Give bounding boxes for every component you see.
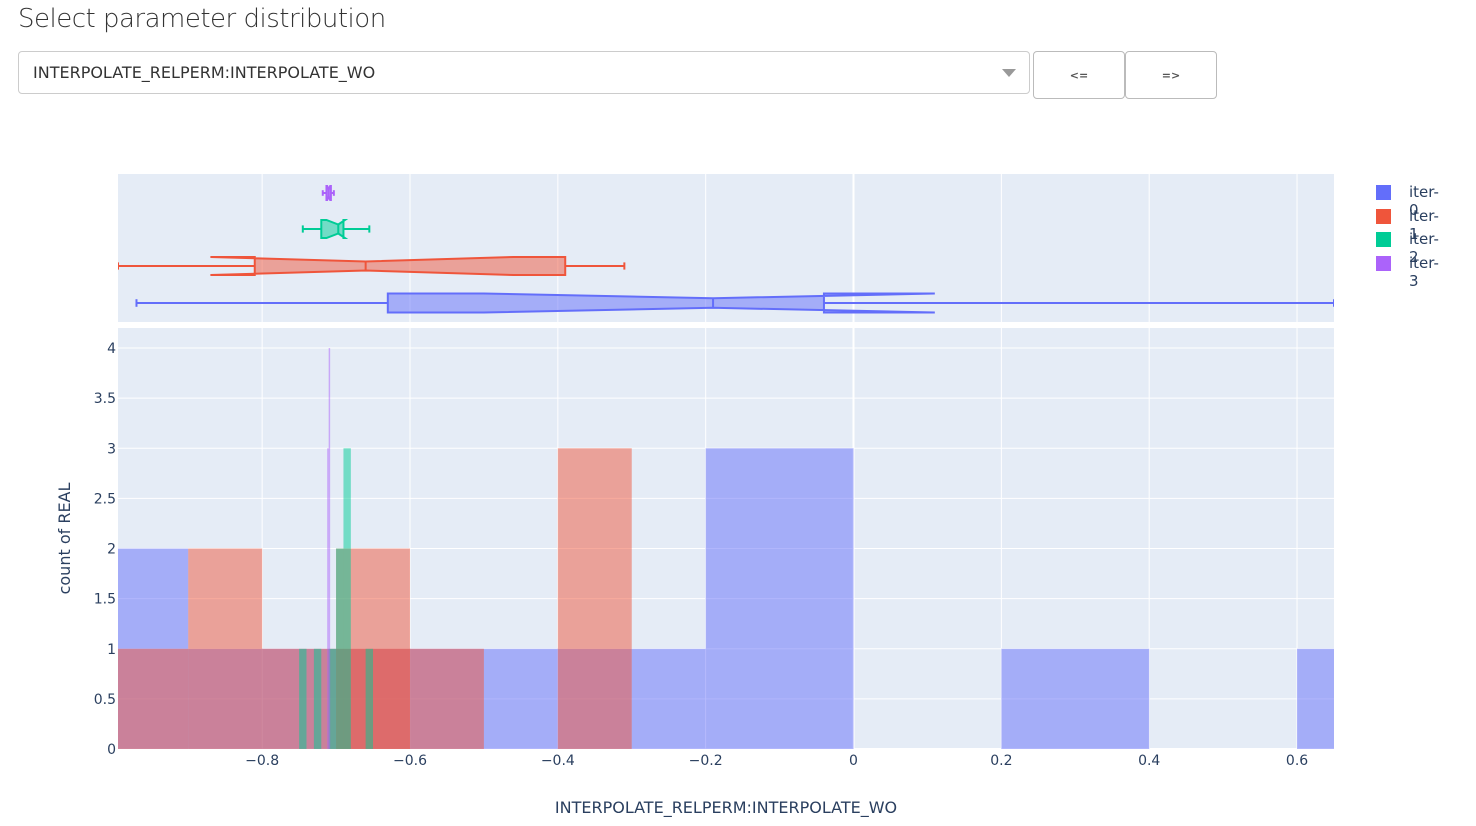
legend-label: iter-0 [1409,183,1439,219]
parameter-select[interactable]: INTERPOLATE_RELPERM:INTERPOLATE_WO [18,51,1030,94]
x-tick-label: −0.4 [541,753,575,769]
legend-swatch [1376,232,1391,247]
histogram-bar-iter-0 [705,448,854,749]
histogram-bar-iter-0 [631,648,706,749]
y-tick-label: 3.5 [94,391,116,407]
box-iter-2 [320,219,349,239]
y-tick-label: 4 [107,341,116,357]
x-tick-label: 0 [849,753,858,769]
histogram-bar-iter-2 [328,648,337,749]
box-plots [118,185,1334,314]
page-title: Select parameter distribution [18,4,386,34]
histogram-bar-iter-0 [483,648,558,749]
next-parameter-button[interactable]: => [1125,51,1217,99]
y-tick-label: 3 [107,441,116,457]
legend-swatch [1376,255,1391,271]
histogram-bar-iter-0 [1001,648,1150,749]
y-tick-label: 2.5 [94,491,116,507]
histogram-bar-iter-3 [328,348,331,749]
y-tick-label: 0 [107,742,116,758]
legend-label: iter-3 [1409,253,1439,290]
histogram-bar-iter-2 [299,648,307,749]
legend-swatch [1376,208,1391,224]
chevron-down-icon[interactable] [1002,69,1016,77]
histogram-bar-iter-1 [409,648,484,749]
histogram-bar-iter-2 [313,648,322,749]
prev-parameter-button[interactable]: <= [1033,51,1125,99]
y-tick-label: 1 [107,642,116,658]
y-axis-title: count of REAL [55,483,74,595]
parameter-select-value: INTERPOLATE_RELPERM:INTERPOLATE_WO [33,63,376,82]
legend-swatch [1376,185,1391,200]
box-iter-0 [386,292,935,314]
x-tick-label: 0.6 [1286,753,1308,769]
histogram-bar-iter-2 [365,648,374,749]
legend-label: iter-1 [1409,206,1439,243]
histogram-bar-iter-1 [557,448,632,749]
histogram-bars [118,348,1334,749]
histogram-bar-iter-2 [336,548,344,749]
histogram-bar-iter-1 [188,548,263,749]
x-tick-label: −0.8 [245,753,279,769]
x-tick-label: −0.6 [393,753,427,769]
y-tick-label: 2 [107,542,116,558]
histogram-bar-iter-1 [118,648,189,749]
histogram-bar-iter-3 [327,448,329,749]
legend-label: iter-2 [1409,230,1439,266]
x-tick-label: 0.4 [1138,753,1160,769]
histogram-bar-iter-0 [1297,648,1334,749]
y-tick-label: 0.5 [94,692,116,708]
x-axis-title: INTERPOLATE_RELPERM:INTERPOLATE_WO [555,798,897,818]
x-tick-label: −0.2 [689,753,723,769]
box-iter-1 [210,256,567,276]
y-tick-label: 1.5 [94,592,116,608]
x-tick-label: 0.2 [990,753,1012,769]
histogram-bar-iter-2 [343,448,351,749]
